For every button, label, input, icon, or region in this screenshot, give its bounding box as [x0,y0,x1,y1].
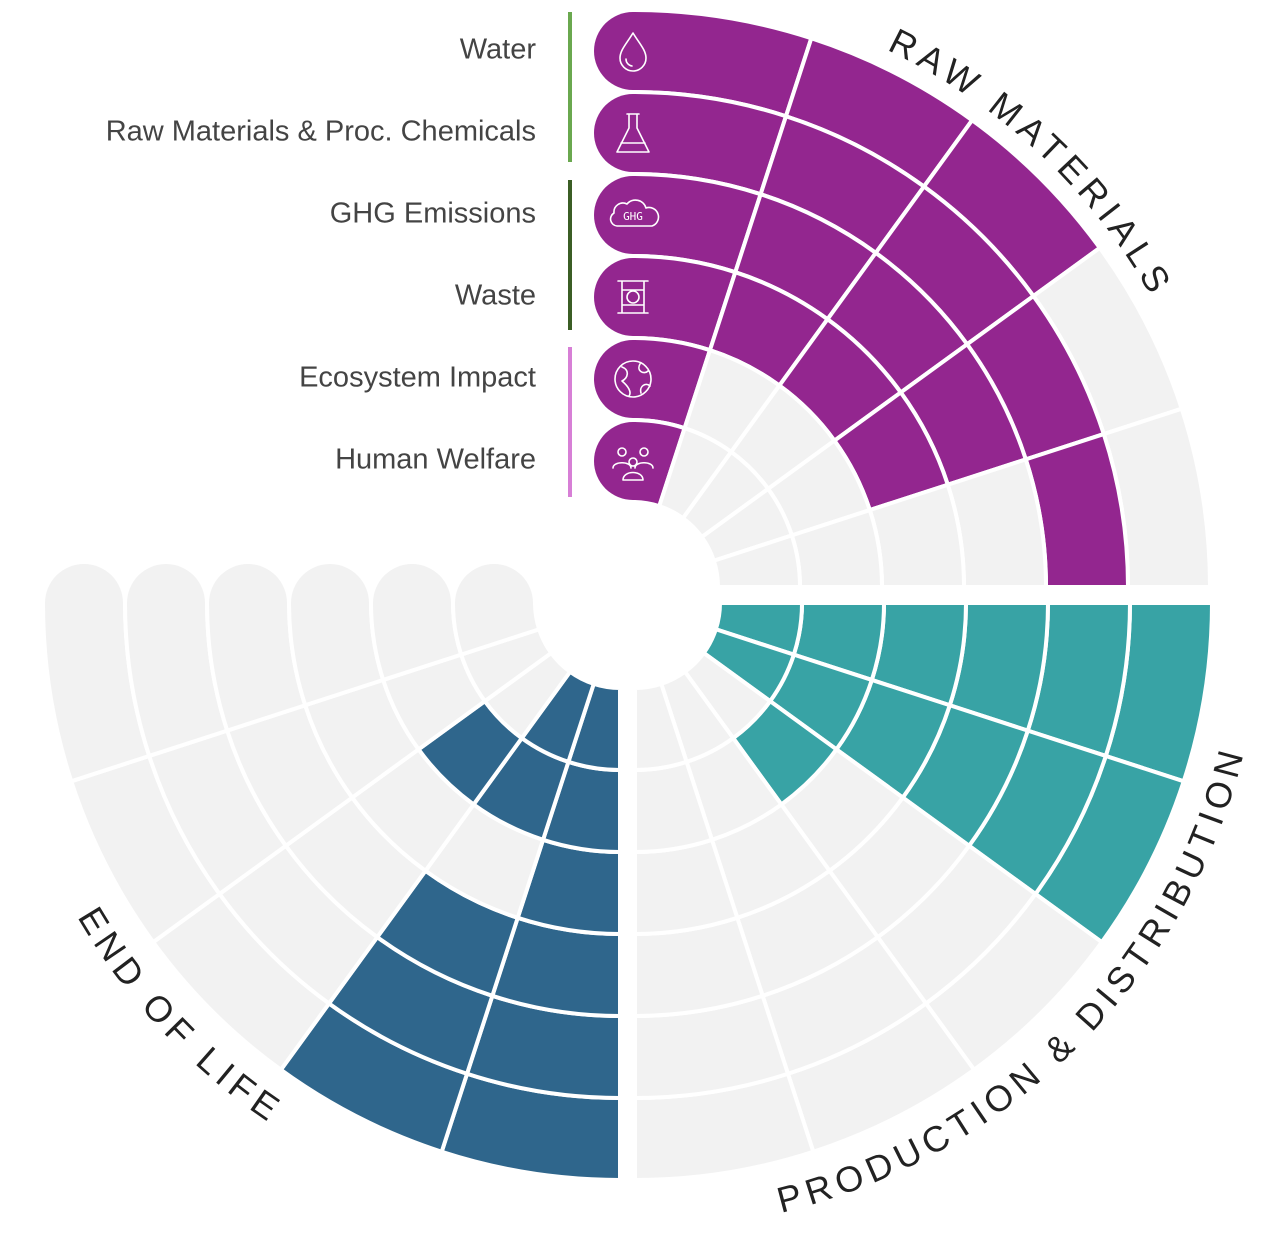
ring-cap [127,564,205,606]
group-bar [568,180,572,330]
ring-label: GHG Emissions [330,198,536,230]
ring-cap [594,12,636,90]
icon-cloud [609,199,660,227]
ring-cap [594,258,636,336]
ring-label: Waste [455,280,536,312]
ring-cap [373,564,451,606]
cells [40,7,1215,1183]
ring-cap [45,564,123,606]
group-bar [568,12,572,162]
ring-cap [594,94,636,172]
icon-waste [617,280,649,314]
ring-label: Human Welfare [335,444,536,476]
icon-globe [614,360,652,398]
icon-water [619,32,647,72]
cell [633,681,690,773]
ring-cap [291,564,369,606]
ring-label: Raw Materials & Proc. Chemicals [106,116,536,148]
group-bar [568,347,572,497]
icon-flask [616,113,650,153]
ring-cap [594,176,636,254]
icons: GHG [609,32,660,481]
icon-text: GHG [623,210,643,223]
cell [711,532,803,589]
ring-label: Ecosystem Impact [299,362,536,394]
ring-cap [455,564,533,606]
icon-people [612,447,654,481]
ring-label: Water [460,34,537,66]
caps [45,12,636,606]
ring-cap [209,564,287,606]
